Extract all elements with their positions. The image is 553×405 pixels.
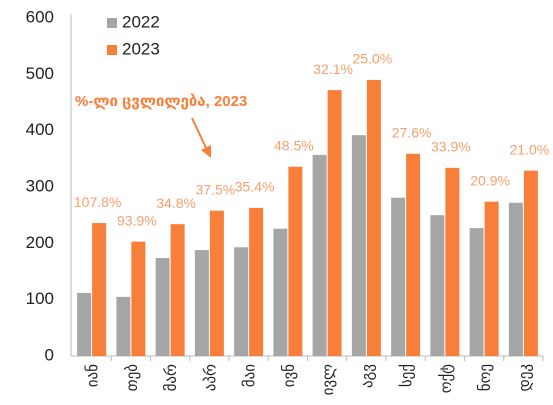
bar [234,247,249,356]
bar [155,257,170,356]
bar [194,250,209,356]
x-tick-label: იან [85,364,102,387]
bar [430,215,445,356]
bar [170,224,185,356]
bar [249,207,264,356]
y-tick-label: 100 [26,289,54,308]
legend-label: 2023 [122,39,160,58]
x-tick-label: მარ [163,364,180,391]
change-label: 48.5% [274,137,314,153]
annotation: %-ლი ცვლილება, 2023 [75,93,247,110]
change-label: 32.1% [313,61,353,77]
change-label: 21.0% [510,141,550,157]
change-label: 107.8% [74,194,121,210]
bar [484,201,499,356]
bar [77,292,92,356]
bar [273,228,288,356]
change-label: 25.0% [353,51,393,67]
y-tick-label: 0 [45,345,54,364]
annotation-arrowhead [201,145,211,158]
x-tick-label: ოქტ [438,364,455,393]
x-tick-label: ივლ [320,364,337,395]
change-label: 93.9% [117,212,157,228]
bar [92,223,107,356]
y-tick-label: 400 [26,120,54,139]
legend-swatch [107,45,117,55]
bar [523,170,538,356]
change-label: 27.6% [392,124,432,140]
x-tick-label: ნოე [477,364,494,391]
x-tick-label: ივნ [281,364,298,387]
change-label: 35.4% [235,179,275,195]
bar [508,202,523,356]
bar [366,79,381,356]
bar [327,90,342,357]
x-tick-label: თებ [124,364,141,392]
change-label: 33.9% [431,139,471,155]
legend-swatch [107,18,117,28]
bar [469,228,484,356]
bar [116,296,131,356]
bar [391,197,406,356]
y-tick-label: 500 [26,64,54,83]
bar [406,153,421,356]
bar [351,135,366,356]
x-tick-label: აგვ [359,364,376,388]
annotation-arrow [191,117,208,151]
x-tick-label: სექ [399,364,416,387]
change-label: 37.5% [196,181,236,197]
bar [209,210,224,356]
x-tick-label: მაი [242,364,259,387]
x-tick-label: აპრ [202,364,219,391]
legend-label: 2022 [122,12,160,31]
y-tick-label: 200 [26,233,54,252]
bar [288,166,303,356]
y-tick-label: 300 [26,176,54,195]
x-tick-label: დეკ [516,364,533,392]
change-label: 34.8% [156,195,196,211]
bar [312,154,327,356]
y-tick-label: 600 [26,7,54,26]
change-label: 20.9% [470,172,510,188]
bar [131,241,146,356]
bar [445,167,460,356]
